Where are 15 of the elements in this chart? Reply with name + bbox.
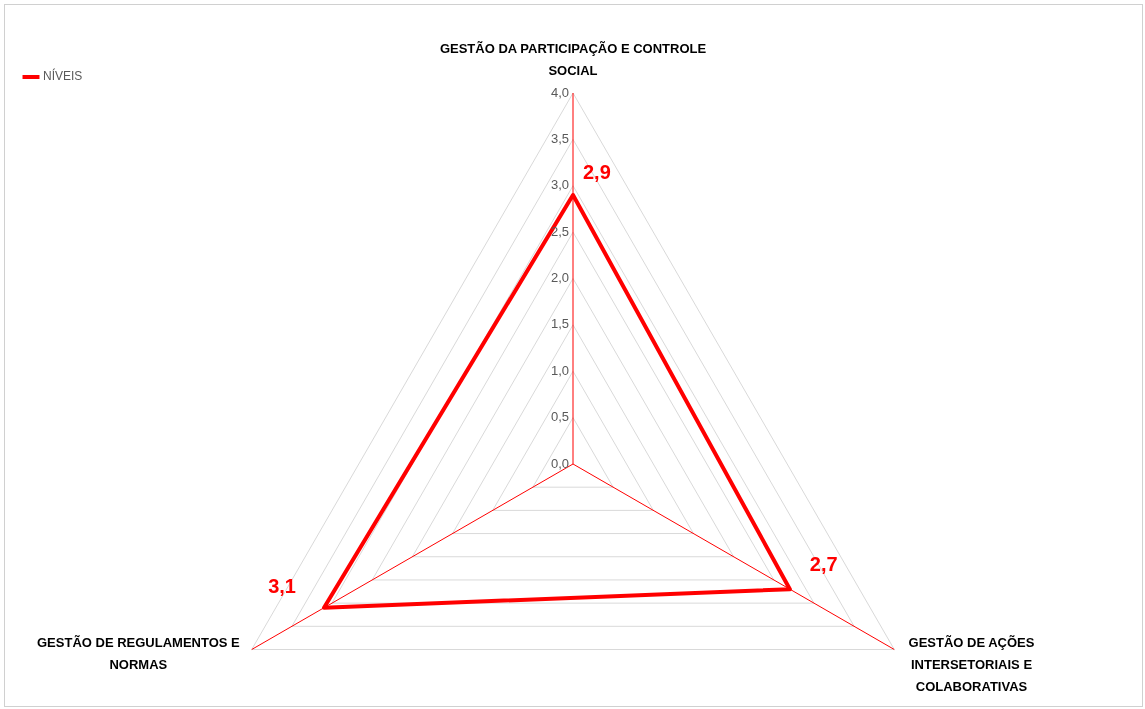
y-tick-label: 0,0 bbox=[550, 455, 569, 471]
legend-label: NÍVEIS bbox=[43, 68, 83, 84]
data-label: 2,9 bbox=[583, 160, 611, 183]
y-tick-label: 3,5 bbox=[550, 130, 569, 146]
y-tick-label: 4,0 bbox=[550, 84, 569, 100]
y-tick-label: 2,0 bbox=[550, 270, 569, 286]
y-tick-label: 1,5 bbox=[550, 316, 569, 332]
y-tick-label: 3,0 bbox=[550, 177, 569, 193]
y-tick-label: 0,5 bbox=[550, 409, 569, 425]
spoke-label: GESTÃO DA PARTICIPAÇÃO E CONTROLE SOCIAL bbox=[439, 40, 707, 78]
data-label: 3,1 bbox=[268, 575, 296, 598]
y-tick-label: 1,0 bbox=[550, 362, 569, 378]
data-label: 2,7 bbox=[809, 552, 838, 575]
spoke-label: GESTÃO DE REGULAMENTOS E NORMAS bbox=[36, 635, 241, 673]
spoke-label: GESTÃO DE AÇÕES INTERSETORIAIS E COLABORATIVAS bbox=[908, 635, 1035, 695]
